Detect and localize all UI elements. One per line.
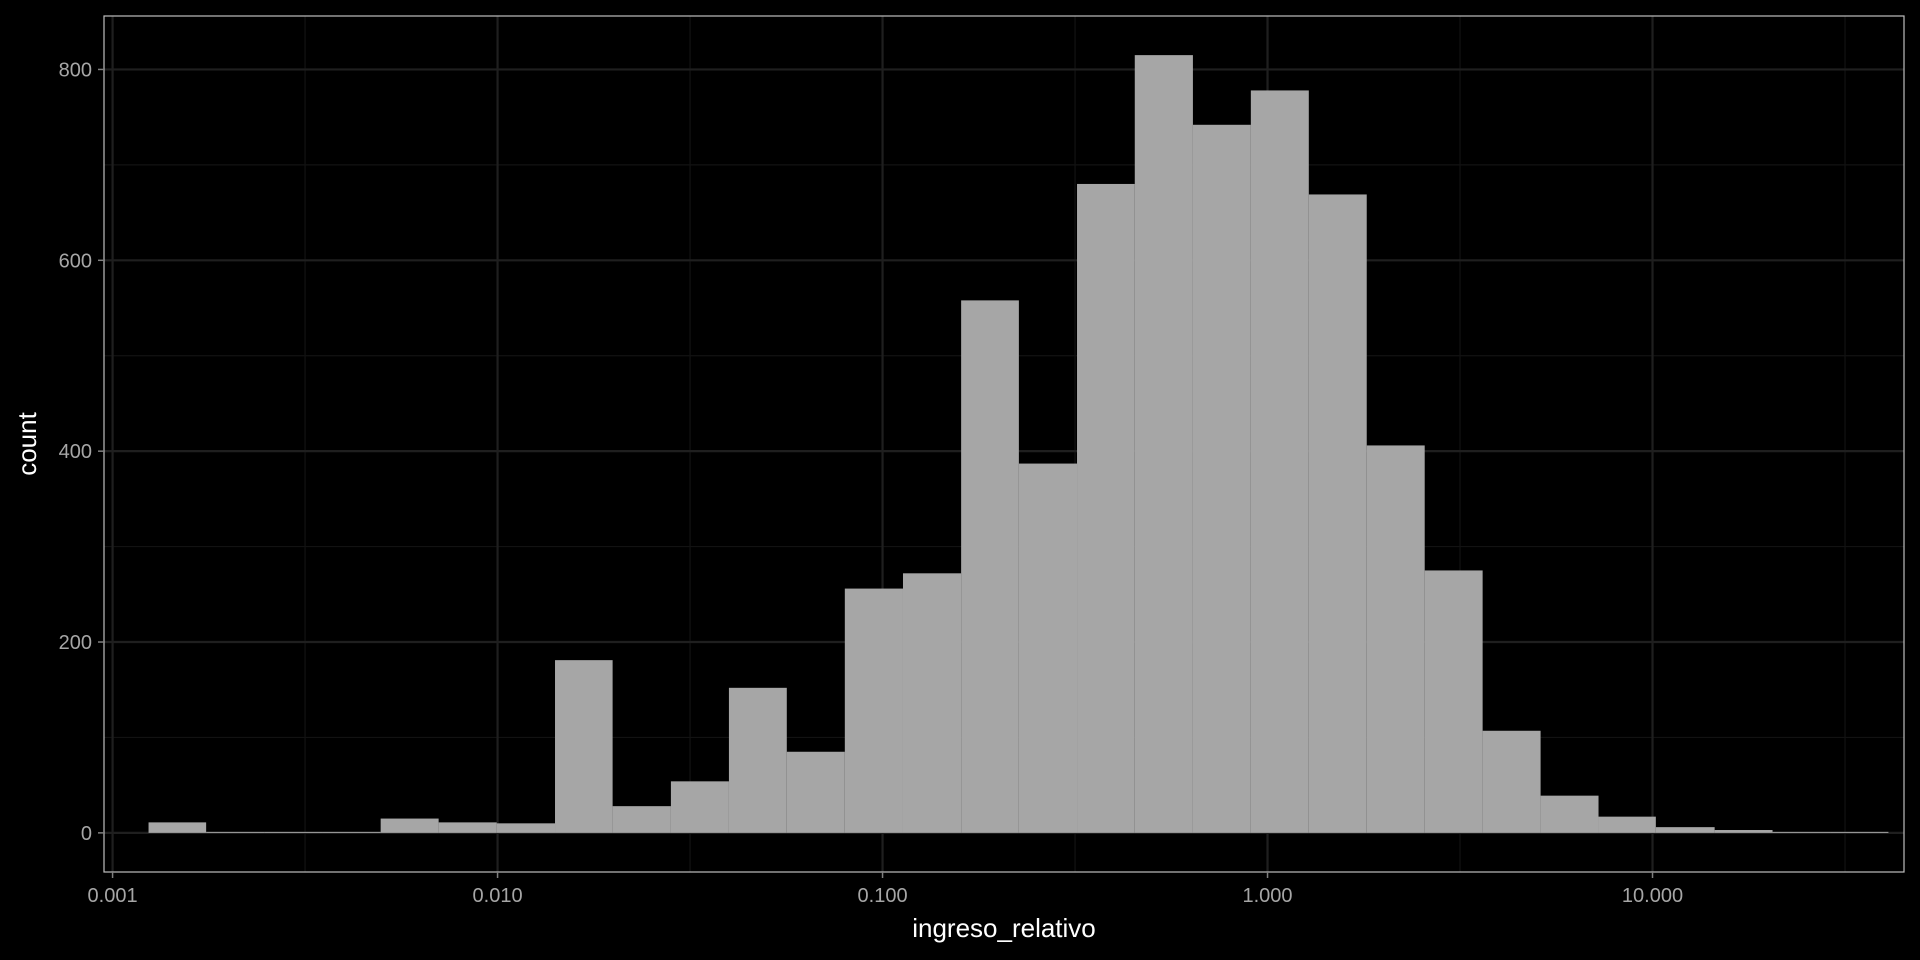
histogram-bar bbox=[264, 831, 323, 833]
histogram-bar bbox=[496, 823, 556, 833]
histogram-bars bbox=[148, 55, 1889, 833]
histogram-bar bbox=[1077, 183, 1135, 833]
histogram-bar bbox=[670, 781, 729, 833]
y-axis-title: count bbox=[12, 411, 42, 475]
y-tick-label: 0 bbox=[81, 823, 92, 845]
histogram-bar bbox=[1018, 463, 1078, 833]
histogram-bar bbox=[1540, 795, 1599, 833]
histogram-bar bbox=[1192, 124, 1251, 833]
histogram-bar bbox=[1134, 55, 1193, 833]
panel-border bbox=[103, 15, 1905, 873]
histogram-bar bbox=[786, 751, 845, 833]
y-tick-label: 800 bbox=[59, 59, 92, 81]
histogram-bar bbox=[728, 687, 787, 833]
histogram-bar bbox=[1655, 827, 1715, 833]
histogram-bar bbox=[1424, 570, 1483, 833]
x-axis: 0.001 0.010 0.100 1.000 10.000 bbox=[88, 872, 1683, 907]
x-tick-label: 1.000 bbox=[1243, 885, 1293, 907]
x-tick-label: 10.000 bbox=[1622, 885, 1683, 907]
histogram-bar bbox=[1598, 816, 1656, 833]
histogram-bar bbox=[1366, 445, 1425, 833]
histogram-bar bbox=[844, 588, 903, 833]
histogram-bar bbox=[961, 300, 1019, 833]
histogram-bar bbox=[206, 831, 265, 833]
y-tick-label: 600 bbox=[59, 250, 92, 272]
y-tick-label: 400 bbox=[59, 441, 92, 463]
histogram-bar bbox=[1772, 831, 1831, 833]
histogram-bar bbox=[1482, 730, 1541, 833]
histogram-bar bbox=[612, 806, 671, 833]
x-tick-label: 0.001 bbox=[88, 885, 138, 907]
y-tick-label: 200 bbox=[59, 632, 92, 654]
histogram-bar bbox=[1308, 194, 1367, 833]
histogram-bar bbox=[902, 573, 962, 833]
histogram-bar bbox=[555, 660, 613, 833]
histogram-bar bbox=[438, 822, 497, 833]
x-tick-label: 0.100 bbox=[858, 885, 908, 907]
histogram-bar bbox=[148, 822, 207, 833]
histogram-bar bbox=[1714, 830, 1773, 833]
histogram-bar bbox=[1830, 831, 1889, 833]
y-axis: 0 200 400 600 800 bbox=[59, 59, 104, 845]
x-tick-label: 0.010 bbox=[473, 885, 523, 907]
histogram-bar bbox=[1250, 90, 1309, 833]
x-axis-title: ingreso_relativo bbox=[912, 913, 1096, 943]
histogram-bar bbox=[380, 818, 439, 833]
histogram-bar bbox=[322, 831, 381, 833]
